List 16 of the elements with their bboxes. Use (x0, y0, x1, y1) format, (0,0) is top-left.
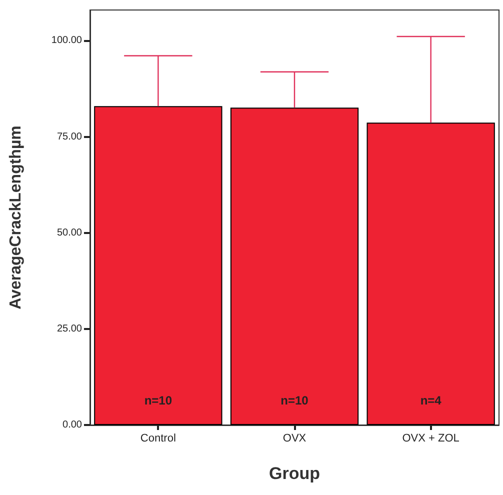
x-tick-label: OVX + ZOL (402, 432, 460, 444)
annotation: n=4 (420, 393, 442, 408)
x-tick-label: Control (140, 432, 176, 444)
bar (230, 108, 359, 425)
x-tick-label: OVX (282, 432, 307, 444)
annotation: n=10 (144, 393, 172, 408)
y-tick-label: 0.00 (62, 420, 82, 430)
y-tick-label: 25.00 (56, 323, 82, 334)
bar (366, 122, 495, 425)
y-tick-label: 100.00 (51, 35, 82, 46)
y-tick-label: 50.00 (56, 227, 82, 238)
y-tick-label: 75.00 (56, 131, 82, 142)
y-axis-title: AverageCrackLengthµm (8, 126, 24, 310)
annotation: n=10 (280, 393, 309, 408)
x-axis-title: Group (269, 464, 320, 483)
bar (94, 106, 222, 425)
